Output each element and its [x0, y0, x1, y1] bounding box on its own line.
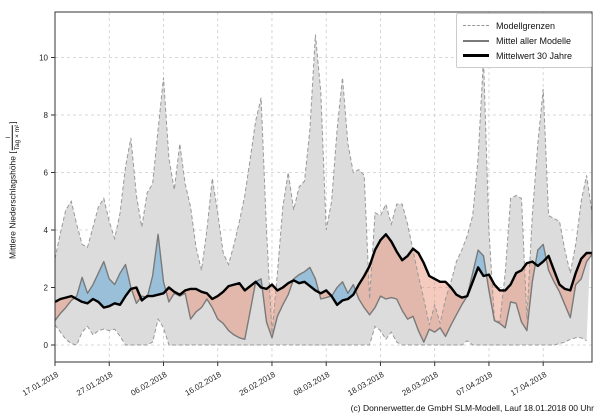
unit-bracket-open: [ [7, 151, 18, 154]
legend-label: Modellgrenzen [496, 20, 556, 31]
x-tick-label: 17.01.2018 [21, 370, 61, 398]
climate-norm-line [54, 233, 592, 309]
y-axis-title-text: Mittlere Niederschlagshöhe [7, 156, 18, 260]
y-tick-label: 0 [44, 341, 49, 350]
above-normal-area [74, 261, 132, 308]
legend-item-mittel-aller-modelle: Mittel aller Modelle [463, 33, 585, 48]
y-tick-label: 4 [44, 226, 49, 235]
unit-fraction: l Tag × m² [4, 124, 22, 151]
below-normal-area [546, 253, 592, 318]
below-normal-area [165, 281, 256, 340]
below-normal-area [486, 261, 536, 331]
legend-label: Mittelwert 30 Jahre [496, 50, 573, 61]
dashed-line-icon [463, 25, 489, 26]
model-range-upper-line [54, 34, 593, 334]
copyright-caption: (c) Donnerwetter.de GmbH SLM-Modell, Lau… [350, 403, 594, 413]
unit-numerator: l [4, 136, 12, 139]
x-tick-label: 06.02.2018 [129, 370, 169, 398]
x-tick-label: 08.03.2018 [292, 370, 332, 398]
y-tick-label: 10 [39, 54, 48, 63]
model-range-band [55, 34, 592, 345]
x-tick-label: 18.03.2018 [346, 370, 386, 398]
legend-label: Mittel aller Modelle [496, 35, 572, 46]
plot-border [54, 11, 593, 363]
above-normal-area [467, 250, 487, 297]
below-normal-area [262, 280, 294, 338]
unit-denominator: Tag × m² [12, 124, 22, 151]
gray-line-icon [463, 39, 489, 42]
x-tick-label: 26.02.2018 [238, 370, 278, 398]
y-axis-title: Mittlere Niederschlagshöhe [l Tag × m²] [4, 40, 22, 340]
y-tick-label: 8 [44, 111, 49, 120]
thick-black-line-icon [463, 54, 489, 57]
unit-bracket-close: ] [7, 121, 18, 124]
x-tick-label: 16.02.2018 [184, 370, 224, 398]
legend-item-mittelwert-30-jahre: Mittelwert 30 Jahre [463, 48, 585, 63]
below-normal-area [131, 287, 141, 304]
y-tick-label: 2 [44, 284, 49, 293]
x-tick-label: 17.04.2018 [509, 370, 549, 398]
x-tick-label: 27.01.2018 [75, 370, 115, 398]
y-tick-label: 6 [44, 169, 49, 178]
x-tick-label: 28.03.2018 [401, 370, 441, 398]
legend: Modellgrenzen Mittel aller Modelle Mitte… [456, 13, 592, 68]
x-tick-label: 07.04.2018 [455, 370, 495, 398]
above-normal-area [147, 234, 166, 297]
model-range-lower-line [54, 317, 587, 346]
below-normal-area [355, 234, 468, 343]
legend-item-modellgrenzen: Modellgrenzen [463, 18, 585, 33]
